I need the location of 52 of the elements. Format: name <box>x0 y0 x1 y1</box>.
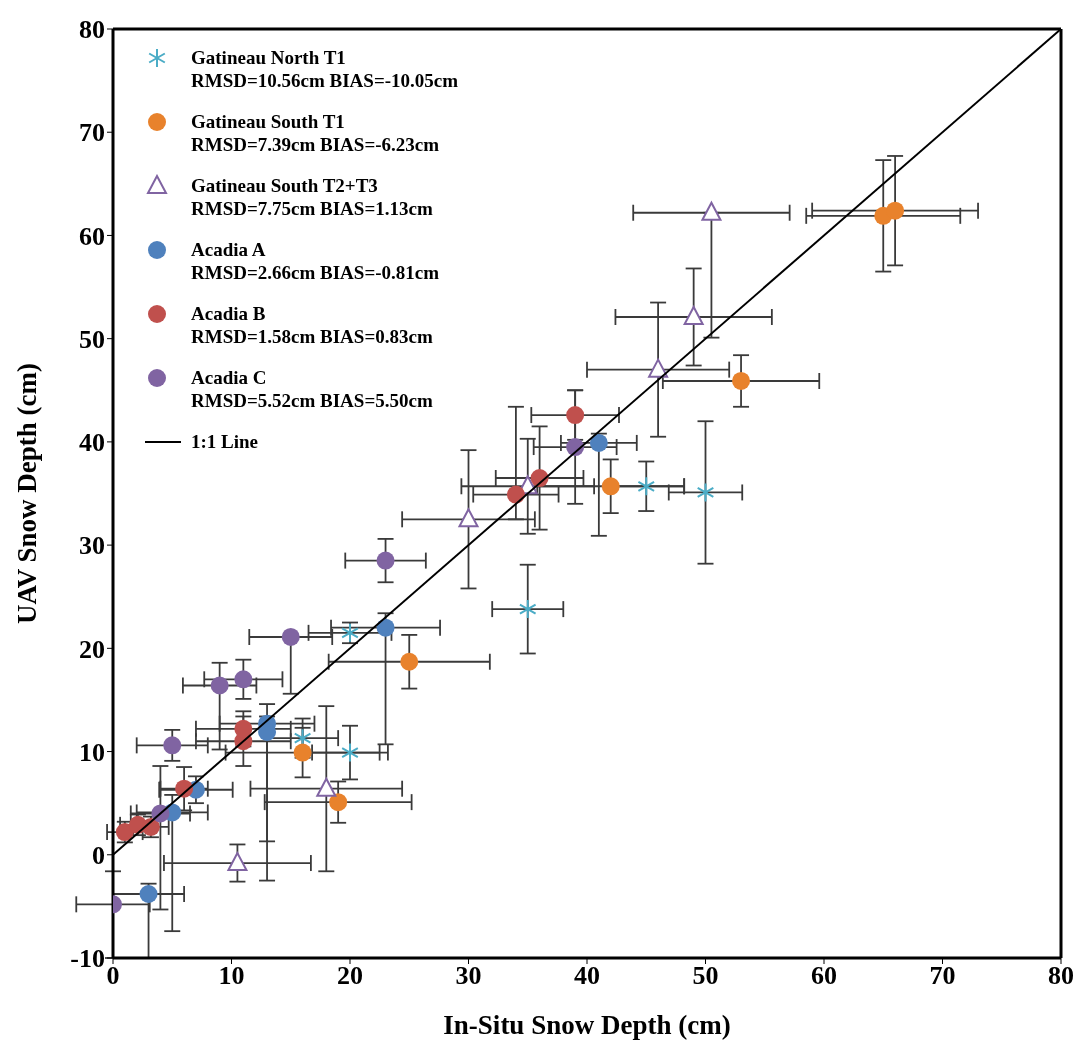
point <box>601 477 620 496</box>
x-tick-label: 10 <box>218 961 245 991</box>
legend-label: Acadia A RMSD=2.66cm BIAS=-0.81cm <box>191 238 440 284</box>
legend-label: Acadia B RMSD=1.58cm BIAS=0.83cm <box>191 302 433 348</box>
point <box>683 305 704 325</box>
legend-label: Acadia C RMSD=5.52cm BIAS=5.50cm <box>191 366 433 412</box>
point <box>376 551 395 570</box>
y-tick-label: 50 <box>79 324 105 354</box>
y-tick-label: 70 <box>79 118 105 148</box>
point <box>458 508 479 528</box>
point <box>210 676 229 695</box>
point <box>234 670 253 689</box>
x-tick-label: 50 <box>692 961 719 991</box>
point <box>227 852 248 872</box>
y-tick-label: 80 <box>79 15 105 45</box>
point <box>696 482 715 503</box>
x-tick-label: 70 <box>929 961 956 991</box>
point <box>293 743 312 762</box>
point <box>732 371 751 390</box>
point <box>400 652 419 671</box>
point <box>566 406 585 425</box>
point <box>163 736 182 755</box>
y-tick-label: 10 <box>79 737 105 767</box>
x-tick-label: 20 <box>337 961 363 991</box>
y-tick-label: 0 <box>92 841 105 871</box>
point <box>886 201 905 220</box>
y-tick-label: 30 <box>79 531 105 561</box>
point <box>648 358 669 378</box>
point <box>518 599 537 620</box>
point <box>701 201 722 221</box>
point <box>329 793 348 812</box>
x-tick-label: 40 <box>574 961 600 991</box>
point <box>341 742 359 763</box>
y-tick-label: 20 <box>79 634 105 664</box>
y-tick-label: 40 <box>79 428 105 458</box>
legend-label: 1:1 Line <box>191 430 259 453</box>
legend-label: Gatineau North T1 RMSD=10.56cm BIAS=-10.05cm <box>191 46 459 92</box>
point <box>316 777 337 797</box>
y-tick-label: -10 <box>70 944 105 974</box>
x-tick-label: 80 <box>1048 961 1074 991</box>
legend-label: Gatineau South T2+T3 RMSD=7.75cm BIAS=1.13cm <box>191 174 433 220</box>
point <box>589 433 608 452</box>
point <box>139 885 158 903</box>
x-tick-label: 30 <box>455 961 482 991</box>
x-tick-label: 60 <box>811 961 837 991</box>
x-axis-title: In-Situ Snow Depth (cm) <box>443 1010 731 1040</box>
point <box>637 476 656 497</box>
y-axis-title: UAV Snow Depth (cm) <box>11 363 42 624</box>
legend-label: Gatineau South T1 RMSD=7.39cm BIAS=-6.23cm <box>191 110 440 156</box>
point <box>281 627 300 646</box>
y-tick-label: 60 <box>79 221 105 251</box>
point <box>376 618 395 637</box>
